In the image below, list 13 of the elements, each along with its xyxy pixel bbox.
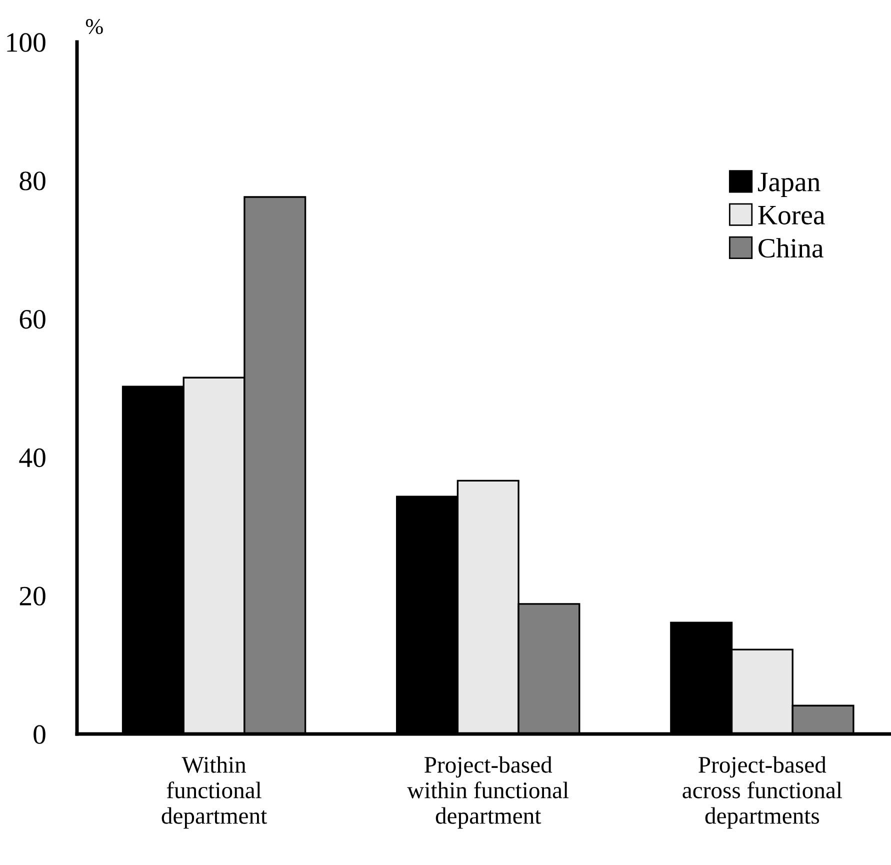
legend-label: Japan <box>758 172 820 197</box>
x-tick-label: Project-based across functional departments <box>682 756 842 829</box>
y-tick-label: 0 <box>34 725 46 744</box>
x-tick-label: Within functional department <box>162 756 267 829</box>
y-tick-label: 60 <box>20 310 46 329</box>
y-tick-label: 40 <box>19 448 46 468</box>
y-tick-label: 80 <box>20 172 46 190</box>
legend-label: China <box>758 238 824 258</box>
legend-label: Korea <box>758 206 825 224</box>
y-tick-label: 20 <box>20 586 46 606</box>
y-tick-label: 100 <box>7 33 46 52</box>
y-axis-title: % <box>86 19 103 34</box>
x-tick-label: Project-based within functional department <box>407 756 569 829</box>
